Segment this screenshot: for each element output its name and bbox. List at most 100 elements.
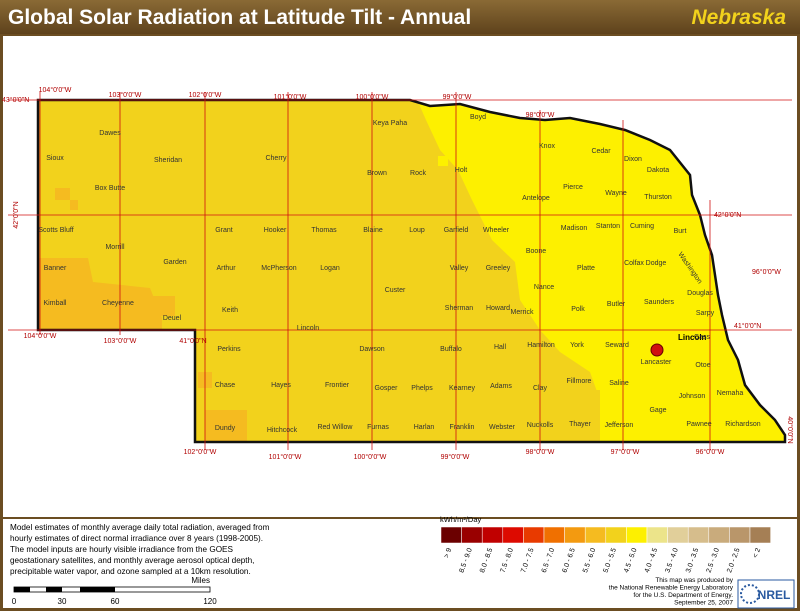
description-line: The model inputs are hourly visible irra… [10, 545, 234, 554]
county-label: Stanton [596, 223, 620, 230]
graticule-label: 99°0'0"W [443, 93, 472, 101]
county-label: Knox [539, 143, 555, 150]
scale-tick-label: 120 [203, 597, 217, 606]
county-label: Rock [410, 170, 426, 177]
legend-swatch [708, 526, 730, 544]
county-label: Butler [607, 301, 626, 308]
county-label: Keya Paha [373, 120, 407, 127]
city-marker [650, 343, 664, 357]
county-label: Merrick [511, 309, 534, 316]
county-label: Antelope [522, 195, 550, 202]
legend-swatch [626, 526, 648, 544]
county-label: Phelps [411, 385, 433, 392]
graticule-label: 102°0'0"W [189, 91, 222, 99]
legend-swatch [523, 526, 545, 544]
legend-label: > 9 [443, 547, 453, 559]
legend-swatch [749, 526, 771, 544]
county-label: Boone [526, 248, 546, 255]
county-label: Holt [455, 167, 468, 174]
legend-swatch [729, 526, 751, 544]
graticule-label: 104°0'0"W [39, 86, 72, 94]
county-label: Hitchcock [267, 427, 298, 434]
county-label: Cheyenne [102, 300, 134, 307]
graticule-label: 101°0'0"W [274, 93, 307, 101]
description-line: hourly estimates of direct normal irradi… [10, 534, 263, 543]
logo-sun [740, 584, 760, 604]
county-label: Kimball [44, 300, 67, 307]
scale-unit: Miles [191, 576, 210, 585]
county-label: Thurston [644, 194, 672, 201]
county-label: Douglas [687, 290, 713, 297]
county-label: Polk [571, 306, 585, 313]
county-label: Gage [649, 407, 666, 414]
scale-tick-label: 0 [12, 597, 17, 606]
county-label: Buffalo [440, 346, 462, 353]
county-label: Wayne [605, 190, 627, 197]
graticule-label: 42°0'0"N [714, 211, 741, 219]
county-label: Dodge [646, 260, 667, 267]
county-label: Johnson [679, 393, 706, 400]
county-label: Grant [215, 227, 233, 234]
title: Global Solar Radiation at Latitude Tilt … [8, 6, 471, 29]
graticule-label: 41°0'0"N [734, 322, 761, 330]
legend-swatch [605, 526, 627, 544]
graticule-label: 103°0'0"W [109, 91, 142, 99]
scale-segment [80, 587, 115, 592]
county-label: Nance [534, 284, 554, 291]
county-label: Garden [163, 259, 186, 266]
county-label: Furnas [367, 424, 389, 431]
county-label: Scotts Bluff [38, 227, 73, 234]
county-label: Loup [409, 227, 425, 234]
county-label: York [570, 342, 584, 349]
graticule-label: 98°0'0"W [526, 111, 555, 119]
zone-5-0 [578, 390, 600, 412]
graticule-label: 99°0'0"W [441, 453, 470, 461]
county-label: Logan [320, 265, 340, 272]
county-label: Franklin [450, 424, 475, 431]
legend-swatch [564, 526, 586, 544]
county-label: Cuming [630, 223, 654, 230]
logo-text: NREL [758, 588, 791, 602]
county-label: McPherson [261, 265, 297, 272]
county-label: Box Butte [95, 185, 125, 192]
county-label: Saunders [644, 299, 674, 306]
header-bar [0, 0, 800, 34]
county-label: Brown [367, 170, 387, 177]
county-label: Cherry [265, 155, 287, 162]
zone-6-0 [55, 188, 70, 200]
county-label: Greeley [486, 265, 511, 272]
zone-6-0 [150, 296, 175, 316]
county-label: Perkins [217, 346, 241, 353]
county-label: Dixon [624, 156, 642, 163]
county-label: Dawson [359, 346, 384, 353]
state-name: Nebraska [691, 6, 786, 29]
graticule-label: 40°0'0"N [786, 416, 794, 443]
legend-swatch [440, 526, 462, 544]
legend-swatch [584, 526, 607, 544]
county-label: Red Willow [317, 424, 353, 431]
county-label: Custer [385, 287, 406, 294]
county-label: Webster [489, 424, 516, 431]
county-label: Sheridan [154, 157, 182, 164]
county-label: Cedar [591, 148, 611, 155]
county-label: Adams [490, 383, 512, 390]
county-label: Lincoln [297, 325, 319, 332]
county-label: Cass [694, 334, 710, 341]
credit-line: September 25, 2007 [674, 600, 733, 607]
county-label: Arthur [216, 265, 236, 272]
graticule-label: 102°0'0"W [184, 448, 217, 456]
graticule-label: 41°0'0"N [179, 337, 206, 345]
county-label: Hamilton [527, 342, 555, 349]
legend-swatch [646, 526, 668, 544]
credit-line: the National Renewable Energy Laboratory [609, 585, 734, 592]
graticule-label: 96°0'0"W [696, 448, 725, 456]
county-label: Hayes [271, 382, 291, 389]
county-label: Dakota [647, 167, 669, 174]
graticule-label: 98°0'0"W [526, 448, 555, 456]
county-label: Nuckolls [527, 422, 554, 429]
county-label: Seward [605, 342, 629, 349]
legend-swatch [481, 526, 504, 544]
county-label: Keith [222, 307, 238, 314]
county-label: Gosper [375, 385, 399, 392]
